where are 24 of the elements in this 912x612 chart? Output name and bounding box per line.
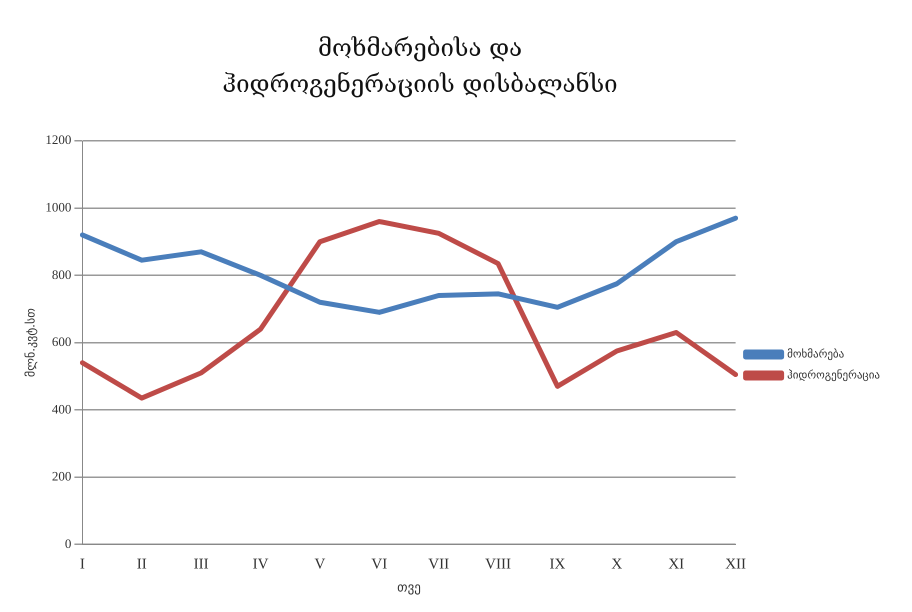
y-tick-label: 0 <box>64 536 72 551</box>
y-tick-label: 1200 <box>45 132 72 148</box>
x-tick-label: II <box>136 556 147 572</box>
x-tick-label: IX <box>550 556 566 572</box>
y-tick-label: 400 <box>52 401 72 416</box>
y-tick-label: 1000 <box>45 199 72 214</box>
x-tick-label: VI <box>371 556 388 572</box>
x-tick-label: VII <box>428 556 450 572</box>
y-tick-label: 800 <box>52 266 72 282</box>
legend-label: მოხმარება <box>787 347 845 360</box>
legend-label: ჰიდროგენერაცია <box>787 368 880 382</box>
x-tick-label: IV <box>252 556 269 572</box>
x-tick-label: V <box>314 556 326 572</box>
x-tick-label: I <box>80 556 85 572</box>
x-axis-title: თვე <box>397 580 421 596</box>
x-tick-label: XII <box>725 556 746 572</box>
y-axis-title: მლნ.კვტ.სთ <box>23 308 38 378</box>
x-tick-label: XI <box>668 556 684 572</box>
x-tick-label: III <box>194 556 209 572</box>
y-tick-label: 200 <box>52 468 72 484</box>
x-tick-label: VIII <box>485 556 511 572</box>
chart-title: მოხმარებისა და ჰიდროგენერაციის დისბალანსი <box>221 33 619 100</box>
x-tick-label: X <box>611 556 622 572</box>
y-tick-label: 600 <box>52 334 72 350</box>
